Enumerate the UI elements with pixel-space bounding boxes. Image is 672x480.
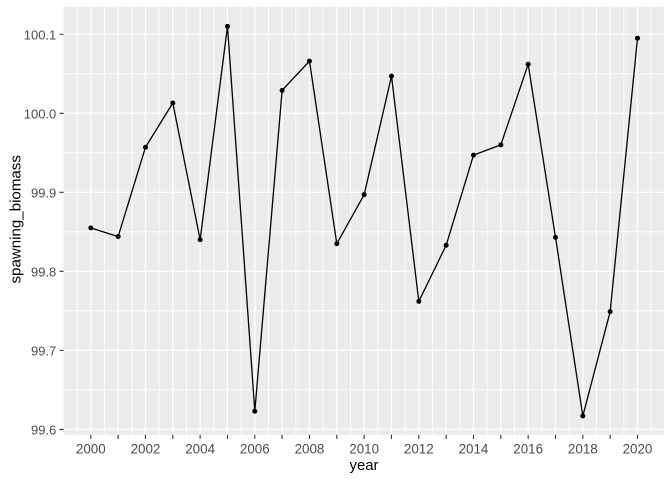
- svg-text:100.0: 100.0: [24, 106, 57, 121]
- svg-text:2014: 2014: [459, 441, 489, 456]
- svg-text:2002: 2002: [131, 441, 161, 456]
- svg-text:99.8: 99.8: [31, 265, 56, 280]
- svg-text:year: year: [350, 458, 379, 474]
- svg-text:99.6: 99.6: [31, 423, 56, 438]
- svg-text:100.1: 100.1: [24, 27, 57, 42]
- svg-text:2006: 2006: [240, 441, 270, 456]
- svg-text:2010: 2010: [349, 441, 379, 456]
- svg-text:spawning_biomass: spawning_biomass: [8, 155, 25, 283]
- svg-text:2018: 2018: [568, 441, 598, 456]
- svg-text:2020: 2020: [623, 441, 653, 456]
- svg-text:99.9: 99.9: [31, 186, 56, 201]
- svg-text:2012: 2012: [404, 441, 434, 456]
- svg-text:99.7: 99.7: [31, 344, 56, 359]
- svg-text:2000: 2000: [76, 441, 106, 456]
- svg-text:2008: 2008: [295, 441, 325, 456]
- svg-text:2016: 2016: [513, 441, 543, 456]
- svg-text:2004: 2004: [185, 441, 215, 456]
